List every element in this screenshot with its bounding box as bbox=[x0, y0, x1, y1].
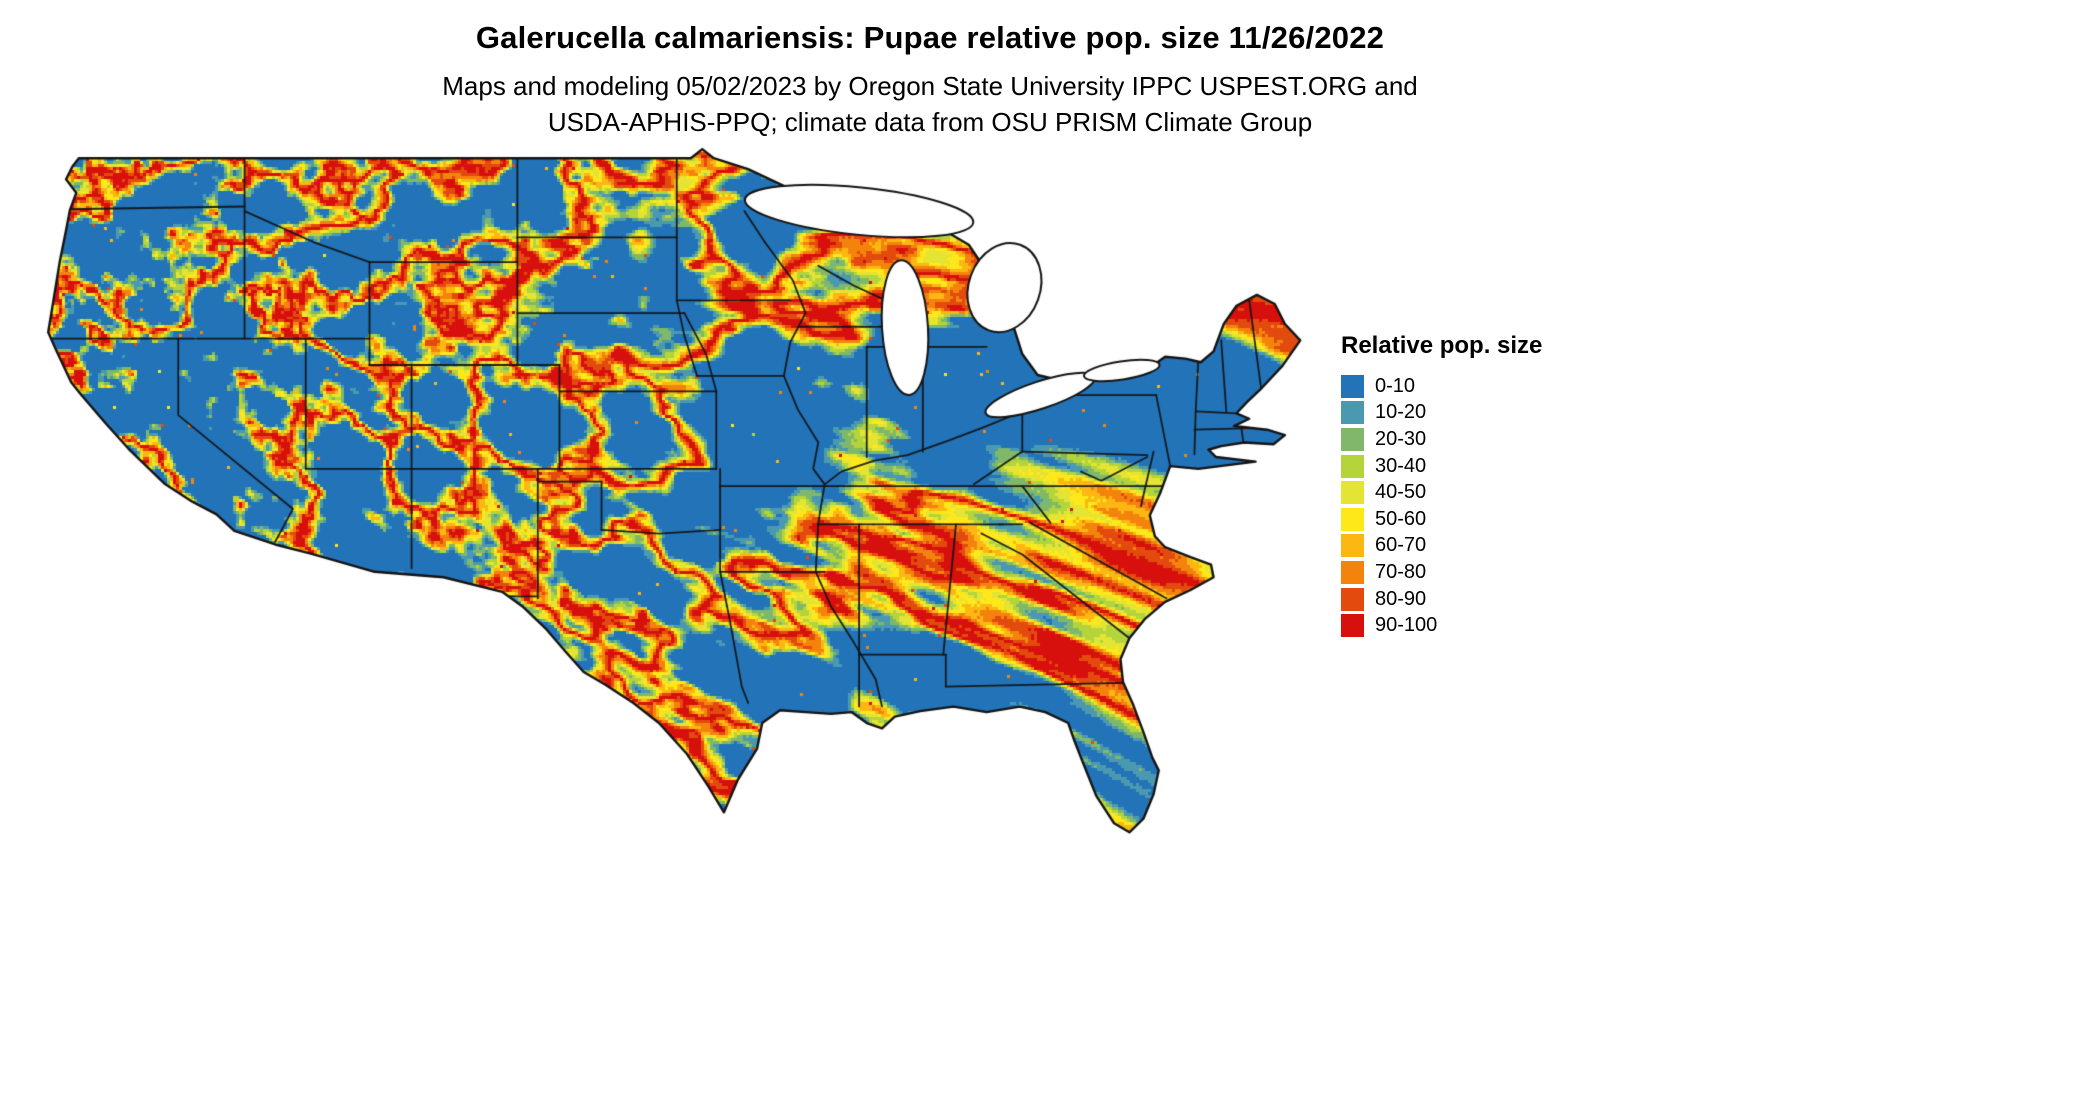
legend-swatch bbox=[1341, 507, 1364, 531]
map-subtitle: Maps and modeling 05/02/2023 by Oregon S… bbox=[260, 69, 1600, 141]
us-map-canvas bbox=[38, 140, 1313, 846]
legend-swatch bbox=[1341, 614, 1364, 638]
map-subtitle-line1: Maps and modeling 05/02/2023 by Oregon S… bbox=[442, 71, 1418, 101]
legend-item: 40-50 bbox=[1341, 479, 1581, 506]
legend-item: 70-80 bbox=[1341, 559, 1581, 586]
legend-item: 20-30 bbox=[1341, 426, 1581, 453]
map-area bbox=[38, 140, 1313, 846]
header: Galerucella calmariensis: Pupae relative… bbox=[260, 20, 1600, 141]
legend-label: 90-100 bbox=[1375, 614, 1438, 637]
legend-label: 10-20 bbox=[1375, 401, 1427, 424]
legend-label: 70-80 bbox=[1375, 560, 1427, 583]
legend-item: 10-20 bbox=[1341, 400, 1581, 427]
legend-label: 50-60 bbox=[1375, 507, 1427, 530]
map-title: Galerucella calmariensis: Pupae relative… bbox=[475, 20, 1385, 55]
legend-label: 0-10 bbox=[1375, 374, 1416, 397]
legend: Relative pop. size 0-10 10-20 20-30 30-40 40… bbox=[1341, 332, 1581, 639]
legend-label: 40-50 bbox=[1375, 481, 1427, 504]
legend-title: Relative pop. size bbox=[1341, 332, 1543, 359]
legend-swatch bbox=[1341, 454, 1364, 478]
legend-item: 90-100 bbox=[1341, 612, 1581, 639]
legend-label: 60-70 bbox=[1375, 534, 1427, 557]
legend-swatch bbox=[1341, 401, 1364, 425]
legend-swatch bbox=[1341, 587, 1364, 611]
legend-swatch bbox=[1341, 374, 1364, 398]
map-subtitle-line2: USDA-APHIS-PPQ; climate data from OSU PR… bbox=[547, 106, 1313, 137]
legend-swatch bbox=[1341, 427, 1364, 451]
legend-item: 0-10 bbox=[1341, 373, 1581, 400]
legend-swatch bbox=[1341, 534, 1364, 558]
legend-item: 50-60 bbox=[1341, 506, 1581, 533]
legend-label: 30-40 bbox=[1375, 454, 1427, 477]
legend-items: 0-10 10-20 20-30 30-40 40-50 50-60 60-70 70-80 8… bbox=[1341, 373, 1581, 639]
legend-item: 30-40 bbox=[1341, 453, 1581, 480]
legend-label: 20-30 bbox=[1375, 427, 1427, 450]
legend-label: 80-90 bbox=[1375, 587, 1427, 610]
legend-swatch bbox=[1341, 560, 1364, 584]
legend-item: 60-70 bbox=[1341, 533, 1581, 560]
legend-item: 80-90 bbox=[1341, 586, 1581, 613]
legend-swatch bbox=[1341, 481, 1364, 505]
